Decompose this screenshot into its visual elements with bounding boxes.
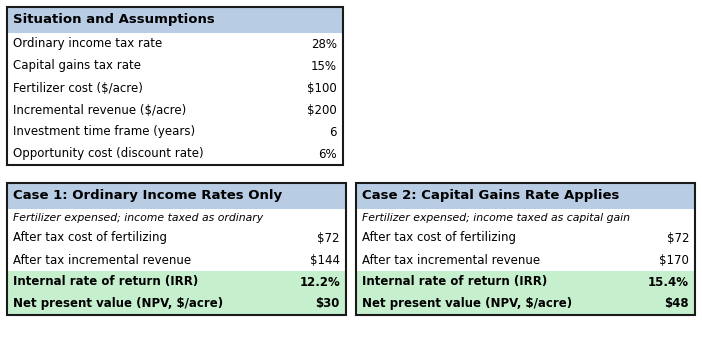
Bar	[7, 209, 346, 227]
Text: Fertilizer cost ($/acre): Fertilizer cost ($/acre)	[13, 81, 143, 95]
Text: $30: $30	[316, 297, 340, 311]
Bar	[7, 227, 346, 249]
Text: $48: $48	[664, 297, 689, 311]
Bar	[356, 183, 695, 315]
Bar	[7, 249, 346, 271]
Bar	[356, 183, 695, 209]
Text: After tax incremental revenue: After tax incremental revenue	[13, 254, 191, 266]
Bar	[356, 227, 695, 249]
Bar	[356, 209, 695, 227]
Text: After tax incremental revenue: After tax incremental revenue	[362, 254, 540, 266]
Bar	[7, 183, 346, 209]
Text: Opportunity cost (discount rate): Opportunity cost (discount rate)	[13, 147, 204, 161]
Text: 15%: 15%	[311, 59, 337, 72]
Text: $144: $144	[310, 254, 340, 266]
Text: Situation and Assumptions: Situation and Assumptions	[13, 14, 215, 26]
Text: After tax cost of fertilizing: After tax cost of fertilizing	[13, 232, 167, 244]
Text: Fertilizer expensed; income taxed as capital gain: Fertilizer expensed; income taxed as cap…	[362, 213, 630, 223]
Text: Ordinary income tax rate: Ordinary income tax rate	[13, 38, 162, 50]
Text: Net present value (NPV, $/acre): Net present value (NPV, $/acre)	[13, 297, 223, 311]
Text: 12.2%: 12.2%	[299, 275, 340, 289]
Text: 6: 6	[329, 125, 337, 139]
Text: Internal rate of return (IRR): Internal rate of return (IRR)	[13, 275, 198, 289]
Bar	[7, 99, 343, 121]
Bar	[7, 55, 343, 77]
Bar	[356, 183, 695, 315]
Text: Capital gains tax rate: Capital gains tax rate	[13, 59, 141, 72]
Bar	[7, 7, 343, 165]
Text: 6%: 6%	[318, 147, 337, 161]
Bar	[7, 271, 346, 293]
Bar	[356, 293, 695, 315]
Text: $72: $72	[317, 232, 340, 244]
Bar	[7, 77, 343, 99]
Text: $72: $72	[666, 232, 689, 244]
Bar	[7, 183, 346, 315]
Bar	[356, 249, 695, 271]
Text: $170: $170	[659, 254, 689, 266]
Bar	[7, 183, 346, 315]
Text: Investment time frame (years): Investment time frame (years)	[13, 125, 195, 139]
Text: After tax cost of fertilizing: After tax cost of fertilizing	[362, 232, 516, 244]
Text: Internal rate of return (IRR): Internal rate of return (IRR)	[362, 275, 548, 289]
Bar	[356, 271, 695, 293]
Text: $200: $200	[307, 103, 337, 117]
Bar	[7, 33, 343, 55]
Bar	[7, 121, 343, 143]
Text: 15.4%: 15.4%	[648, 275, 689, 289]
Text: $100: $100	[307, 81, 337, 95]
Text: Case 2: Capital Gains Rate Applies: Case 2: Capital Gains Rate Applies	[362, 190, 619, 202]
Text: Fertilizer expensed; income taxed as ordinary: Fertilizer expensed; income taxed as ord…	[13, 213, 263, 223]
Text: 28%: 28%	[311, 38, 337, 50]
Text: Case 1: Ordinary Income Rates Only: Case 1: Ordinary Income Rates Only	[13, 190, 282, 202]
Bar	[7, 7, 343, 33]
Bar	[7, 7, 343, 165]
Bar	[7, 293, 346, 315]
Bar	[7, 143, 343, 165]
Text: Net present value (NPV, $/acre): Net present value (NPV, $/acre)	[362, 297, 572, 311]
Text: Incremental revenue ($/acre): Incremental revenue ($/acre)	[13, 103, 186, 117]
